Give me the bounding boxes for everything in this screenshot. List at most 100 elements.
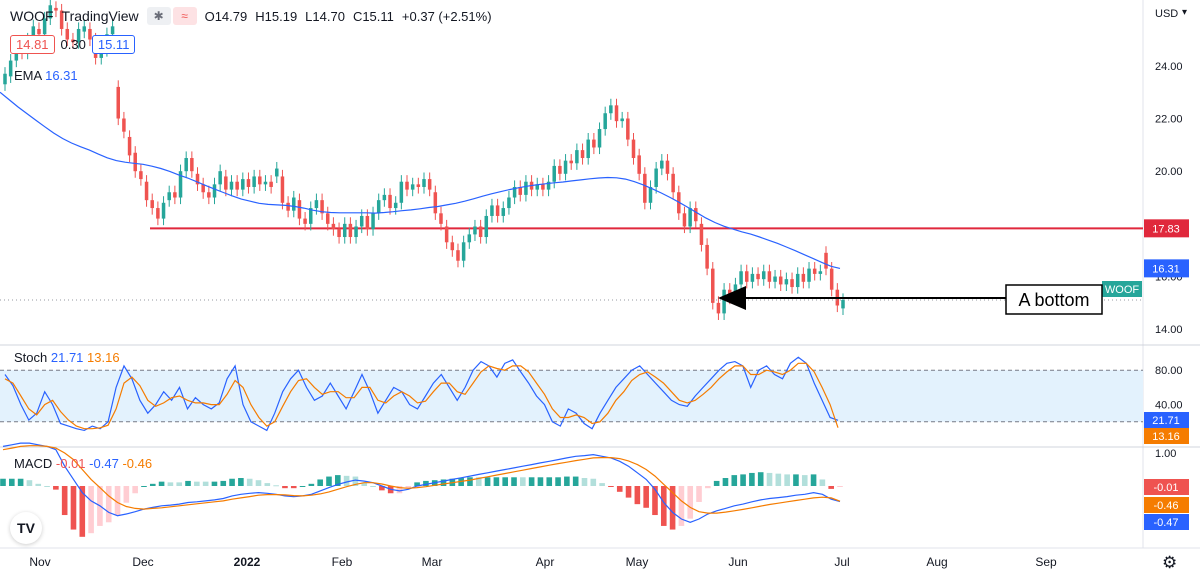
- ohlc-open: O14.79: [204, 8, 248, 24]
- tradingview-logo-icon[interactable]: TV: [10, 512, 42, 544]
- wave-icon[interactable]: ≈: [172, 7, 197, 25]
- macd-histogram-bar: [440, 479, 447, 486]
- candle-body: [320, 200, 324, 214]
- macd-histogram-bar: [502, 477, 508, 486]
- candle-body: [773, 276, 777, 282]
- candle-body: [207, 192, 211, 198]
- symbol-price-tag: [1102, 281, 1142, 297]
- candle-body: [569, 160, 573, 164]
- candle-body: [790, 279, 794, 288]
- time-axis-label: Nov: [29, 555, 50, 569]
- macd-histogram-bar: [511, 477, 517, 486]
- asterisk-icon[interactable]: ✱: [146, 7, 171, 25]
- candle-body: [286, 202, 290, 211]
- time-axis-label: Apr: [536, 555, 555, 569]
- candle-body: [258, 176, 262, 185]
- candle-body: [224, 176, 228, 190]
- symbol-name[interactable]: WOOF: [10, 8, 54, 24]
- macd-histogram-bar: [669, 486, 676, 530]
- buy-price-box[interactable]: 15.11: [91, 35, 136, 54]
- candle-body: [643, 173, 647, 203]
- macd-histogram-bar: [678, 486, 685, 526]
- candle-body: [354, 226, 358, 238]
- macd-histogram-bar: [194, 481, 200, 486]
- currency-label[interactable]: USD: [1155, 8, 1179, 20]
- candle-body: [48, 5, 53, 19]
- macd-histogram-bar: [722, 478, 729, 486]
- macd-histogram-bar: [713, 480, 720, 486]
- candle-body: [110, 26, 115, 35]
- candle-body: [597, 129, 602, 148]
- candle-body: [609, 105, 613, 114]
- macd-histogram-bar: [810, 474, 817, 486]
- candle-body: [665, 160, 670, 174]
- macd-hist-tag: [1144, 479, 1189, 495]
- macd-histogram-bar: [53, 486, 59, 490]
- macd-histogram-bar: [343, 475, 350, 486]
- macd-legend-signal: -0.46: [122, 456, 153, 471]
- candle-body: [705, 244, 709, 269]
- macd-histogram-bar: [757, 472, 764, 486]
- candle-body: [31, 26, 36, 40]
- candle-body: [450, 242, 455, 251]
- candle-body: [699, 223, 704, 245]
- candle-body: [603, 113, 607, 130]
- candle-body: [190, 158, 194, 172]
- settings-gear-icon[interactable]: ⚙: [1162, 553, 1178, 572]
- macd-histogram-bar: [396, 486, 403, 494]
- macd-line-tag-label: -0.47: [1153, 517, 1178, 529]
- candle-body: [71, 39, 75, 43]
- candle-body: [348, 223, 353, 238]
- candle-body: [88, 28, 92, 40]
- stoch-legend-d: 13.16: [87, 350, 120, 365]
- candle-body: [512, 186, 517, 198]
- stoch-legend[interactable]: Stoch 21.71 13.16: [14, 350, 120, 365]
- candle-body: [127, 136, 132, 156]
- macd-histogram-bar: [528, 477, 535, 486]
- candle-body: [660, 160, 664, 169]
- candle-body: [212, 184, 217, 198]
- candle-body: [552, 165, 556, 182]
- candle-body: [218, 171, 222, 185]
- macd-histogram-bar: [158, 481, 165, 486]
- candle-body: [133, 152, 137, 172]
- time-axis-label: 2022: [234, 555, 261, 569]
- ema-legend[interactable]: EMA 16.31: [14, 68, 78, 83]
- candle-body: [812, 268, 817, 274]
- macd-histogram-bar: [246, 478, 253, 486]
- macd-line-tag: [1144, 514, 1189, 530]
- macd-histogram-bar: [317, 479, 323, 486]
- candle-body: [331, 223, 336, 230]
- candle-body: [761, 271, 766, 280]
- candle-body: [461, 242, 466, 261]
- macd-histogram-bar: [555, 477, 561, 486]
- ema-price-label: 16.31: [1152, 263, 1180, 275]
- macd-histogram-bar: [335, 475, 341, 486]
- candle-body: [405, 181, 409, 190]
- macd-histogram-bar: [793, 474, 799, 486]
- macd-histogram-bar: [784, 474, 790, 486]
- candle-body: [376, 200, 381, 214]
- macd-histogram-bar: [299, 486, 306, 487]
- macd-legend[interactable]: MACD -0.01 -0.47 -0.46: [14, 456, 152, 471]
- ema-line: [0, 91, 841, 269]
- candle-body: [337, 229, 341, 238]
- candle-body: [116, 86, 120, 119]
- stoch-d-line: [4, 362, 839, 430]
- macd-histogram-bar: [564, 476, 570, 486]
- macd-histogram-bar: [352, 476, 359, 486]
- candle-body: [371, 213, 375, 230]
- candle-body: [161, 202, 166, 219]
- candle-body: [801, 273, 806, 282]
- candle-body: [484, 215, 489, 238]
- currency-dropdown-icon[interactable]: ▾: [1182, 7, 1188, 18]
- candle-body: [439, 213, 443, 224]
- sell-price-box[interactable]: 14.81: [10, 35, 55, 54]
- time-axis-label: Aug: [926, 555, 947, 569]
- macd-histogram-bar: [687, 486, 694, 519]
- macd-histogram-bar: [546, 477, 553, 486]
- macd-histogram-bar: [643, 486, 649, 508]
